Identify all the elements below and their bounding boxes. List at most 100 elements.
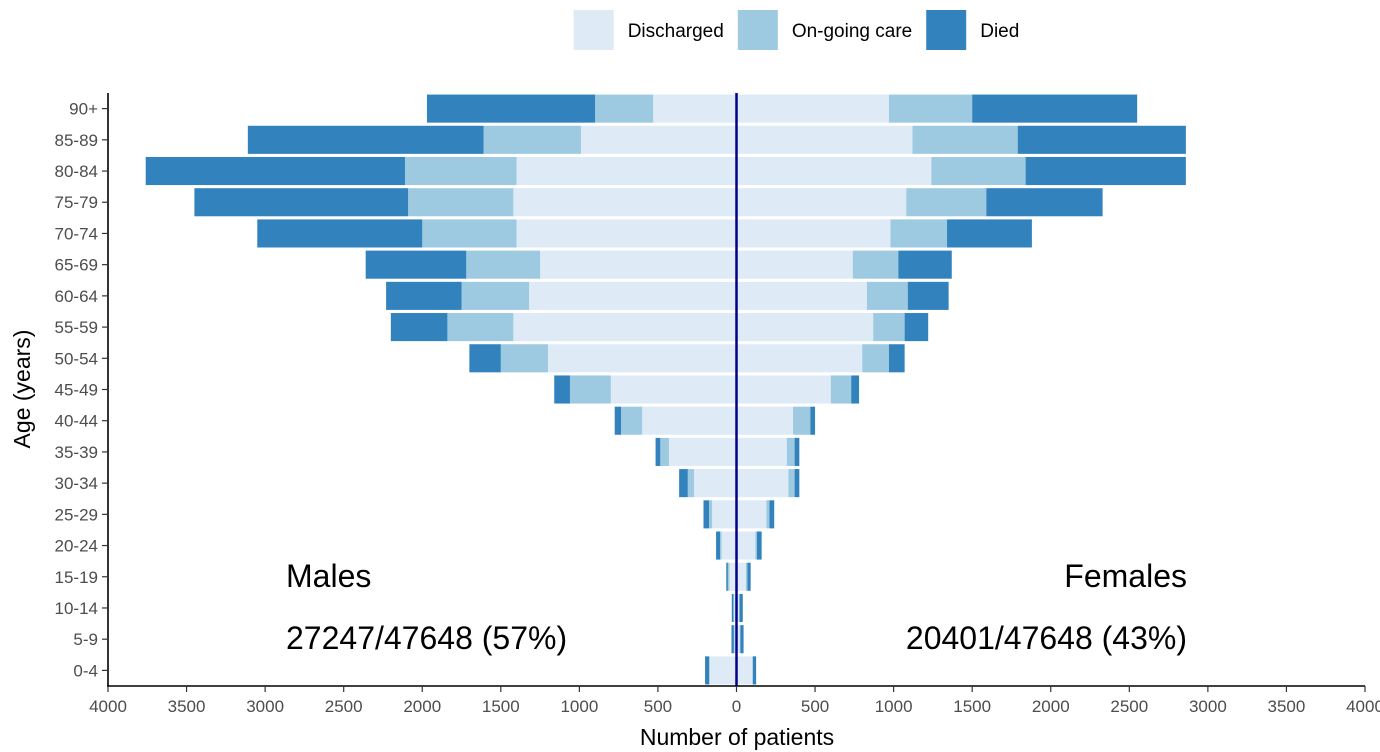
y-tick-label: 25-29 <box>55 505 98 524</box>
bar-females-discharged-80-84 <box>736 156 932 186</box>
bar-females-discharged-25-29 <box>736 500 767 529</box>
bar-females-on-going-care-25-29 <box>766 500 770 529</box>
bar-females-died-60-64 <box>907 281 949 310</box>
bar-females-on-going-care-60-64 <box>866 281 908 310</box>
bar-males-on-going-care-45-49 <box>569 375 611 404</box>
bar-females-on-going-care-45-49 <box>830 375 852 404</box>
bar-females-died-65-69 <box>898 250 952 279</box>
bar-females-discharged-30-34 <box>736 469 789 498</box>
bar-females-died-5-9 <box>740 625 744 654</box>
x-tick-label: 2000 <box>1032 697 1070 716</box>
bar-males-on-going-care-55-59 <box>447 313 514 342</box>
bar-females-on-going-care-85-89 <box>912 125 1018 154</box>
bar-males-on-going-care-60-64 <box>461 281 530 310</box>
bar-females-on-going-care-55-59 <box>873 313 905 342</box>
bar-females-on-going-care-15-19 <box>745 562 748 591</box>
x-tick-label: 500 <box>644 697 672 716</box>
legend-label-on-going-care: On-going care <box>792 21 912 42</box>
bar-females-on-going-care-90 <box>888 94 973 123</box>
x-tick-label: 1000 <box>560 697 598 716</box>
bar-males-discharged-30-34 <box>694 469 737 498</box>
x-tick-label: 3000 <box>246 697 284 716</box>
bar-females-died-25-29 <box>769 500 775 529</box>
bar-males-died-10-14 <box>731 593 734 623</box>
bar-males-died-40-44 <box>614 406 622 435</box>
bar-males-on-going-care-15-19 <box>727 562 730 591</box>
bar-males-died-25-29 <box>703 500 710 529</box>
bar-males-on-going-care-25-29 <box>709 500 713 529</box>
males-label: Males <box>286 558 371 594</box>
bar-males-died-60-64 <box>386 281 462 310</box>
bar-females-on-going-care-35-39 <box>786 437 795 466</box>
bar-females-on-going-care-10-14 <box>738 593 740 623</box>
x-tick-label: 2500 <box>1110 697 1148 716</box>
bar-females-discharged-75-79 <box>736 188 907 217</box>
y-tick-label: 80-84 <box>55 162 98 181</box>
bar-males-discharged-50-54 <box>547 344 737 373</box>
y-tick-label: 20-24 <box>55 537 98 556</box>
bar-females-discharged-90 <box>736 94 889 123</box>
bar-males-on-going-care-70-74 <box>422 219 517 248</box>
bar-females-discharged-55-59 <box>736 313 874 342</box>
x-tick-label: 1000 <box>875 697 913 716</box>
bar-females-on-going-care-50-54 <box>862 344 889 373</box>
bar-females-discharged-85-89 <box>736 125 913 154</box>
females-stat: 20401/47648 (43%) <box>906 620 1187 656</box>
bar-females-on-going-care-5-9 <box>739 625 741 654</box>
bar-females-died-30-34 <box>794 469 800 498</box>
bar-females-died-70-74 <box>947 219 1032 248</box>
bar-females-discharged-0-4 <box>736 656 753 685</box>
y-tick-label: 40-44 <box>55 412 98 431</box>
legend-key-on-going-care <box>737 10 778 50</box>
bar-females-died-15-19 <box>747 562 751 591</box>
bar-females-on-going-care-65-69 <box>852 250 899 279</box>
bar-females-died-90 <box>972 94 1138 123</box>
bar-males-discharged-45-49 <box>610 375 737 404</box>
y-tick-label: 50-54 <box>55 349 98 368</box>
bar-females-discharged-45-49 <box>736 375 831 404</box>
bar-males-died-30-34 <box>679 469 688 498</box>
bar-males-on-going-care-40-44 <box>621 406 643 435</box>
bar-males-died-65-69 <box>365 250 467 279</box>
bar-males-on-going-care-65-69 <box>466 250 541 279</box>
bar-males-discharged-65-69 <box>540 250 737 279</box>
x-tick-label: 1500 <box>482 697 520 716</box>
bar-females-died-40-44 <box>810 406 816 435</box>
bar-males-died-5-9 <box>731 625 734 654</box>
bar-females-died-75-79 <box>986 188 1103 217</box>
bar-females-discharged-40-44 <box>736 406 794 435</box>
bar-females-died-55-59 <box>904 313 929 342</box>
bar-males-died-75-79 <box>194 188 409 217</box>
bar-females-on-going-care-40-44 <box>793 406 811 435</box>
bar-males-on-going-care-75-79 <box>408 188 514 217</box>
legend-key-discharged <box>573 10 614 50</box>
y-tick-label: 15-19 <box>55 568 98 587</box>
x-tick-label: 2000 <box>403 697 441 716</box>
bar-males-died-90 <box>426 94 596 123</box>
bar-males-discharged-20-24 <box>721 531 737 560</box>
bar-females-died-20-24 <box>756 531 762 560</box>
bar-males-discharged-0-4 <box>709 656 737 685</box>
bar-males-died-80-84 <box>145 156 405 186</box>
bar-females-on-going-care-30-34 <box>788 469 795 498</box>
x-tick-label: 3500 <box>168 697 206 716</box>
bar-females-died-80-84 <box>1025 156 1186 186</box>
y-tick-label: 5-9 <box>73 630 98 649</box>
x-tick-label: 500 <box>801 697 829 716</box>
y-tick-label: 55-59 <box>55 318 98 337</box>
axes: 4000 3500 3000 2500 2000 1500 1000 500 0 500 1000 1… <box>55 93 1380 716</box>
bar-females-died-45-49 <box>851 375 860 404</box>
bar-males-on-going-care-30-34 <box>687 469 695 498</box>
bar-males-died-70-74 <box>257 219 423 248</box>
bar-males-died-85-89 <box>247 125 484 154</box>
bar-females-on-going-care-20-24 <box>755 531 757 560</box>
bar-females-died-85-89 <box>1017 125 1186 154</box>
bar-males-discharged-80-84 <box>516 156 737 186</box>
bar-males-discharged-25-29 <box>712 500 737 529</box>
bar-males-died-55-59 <box>390 313 448 342</box>
bar-females-discharged-15-19 <box>736 562 746 591</box>
bar-females-discharged-50-54 <box>736 344 863 373</box>
bar-females-on-going-care-75-79 <box>906 188 987 217</box>
bar-males-died-15-19 <box>726 562 728 591</box>
